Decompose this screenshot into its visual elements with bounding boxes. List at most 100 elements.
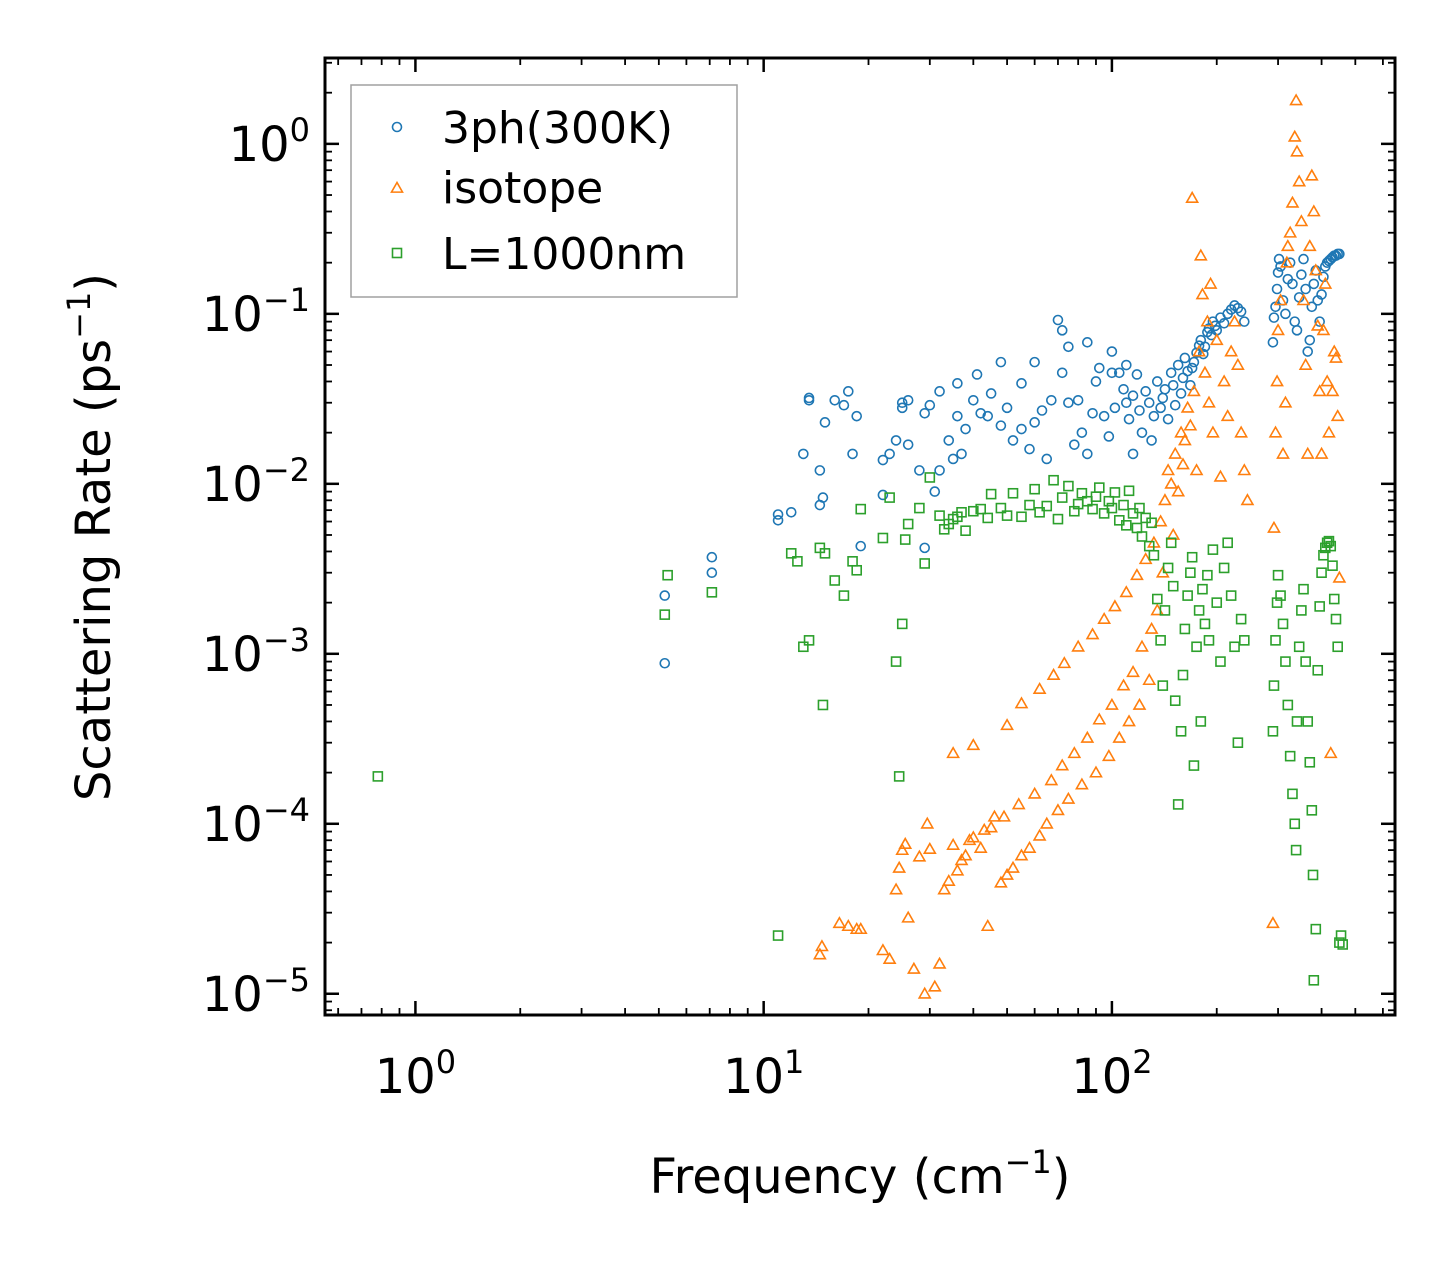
data-point: [968, 395, 979, 406]
data-point: [946, 746, 961, 759]
data-point: [960, 525, 971, 536]
data-point: [877, 454, 889, 466]
data-point: [1272, 267, 1284, 278]
data-point: [1193, 605, 1205, 616]
data-point: [1175, 388, 1187, 399]
data-point: [1179, 352, 1191, 364]
data-point: [1144, 621, 1159, 634]
data-point: [982, 512, 994, 524]
data-point: [1166, 527, 1181, 540]
data-point: [987, 809, 1002, 822]
data-point: [919, 542, 930, 554]
data-point: [785, 506, 797, 518]
data-point: [1296, 605, 1307, 616]
data-point: [1063, 397, 1074, 409]
data-point: [985, 488, 997, 500]
data-point: [1075, 777, 1089, 790]
data-point: [659, 590, 671, 601]
data-point: [1302, 716, 1314, 727]
data-point: [956, 448, 967, 460]
data-point: [1056, 367, 1068, 379]
data-point: [1291, 325, 1303, 336]
data-point: [1273, 293, 1288, 306]
data-point: [1197, 583, 1208, 595]
data-point: [902, 518, 914, 530]
data-point: [1016, 511, 1027, 523]
data-point: [1298, 583, 1309, 595]
data-point: [975, 407, 987, 419]
data-point: [1164, 476, 1179, 489]
data-point: [1188, 760, 1200, 771]
data-point: [842, 386, 854, 397]
data-point: [1000, 867, 1014, 880]
data-point: [1055, 758, 1070, 771]
data-point: [1308, 263, 1323, 276]
data-point: [1056, 325, 1068, 336]
data-point: [1108, 599, 1122, 612]
data-point: [1121, 397, 1132, 409]
data-point: [1185, 379, 1196, 391]
data-point: [975, 503, 987, 515]
data-point: [902, 439, 914, 450]
data-point: [1119, 585, 1134, 598]
data-point: [1146, 435, 1157, 446]
data-point: [1014, 696, 1029, 709]
data-point: [1304, 334, 1316, 346]
data-point: [1029, 483, 1040, 495]
data-point: [1071, 639, 1086, 652]
data-point: [1169, 695, 1181, 706]
data-point: [1217, 374, 1231, 387]
series-l-1000nm: [372, 472, 1349, 986]
data-point: [1034, 506, 1045, 518]
data-point: [896, 397, 908, 409]
data-point: [950, 863, 965, 876]
data-point: [1090, 376, 1102, 387]
data-point: [1290, 144, 1304, 157]
data-point: [1171, 484, 1186, 497]
data-point: [1304, 168, 1319, 181]
data-point: [1046, 667, 1061, 680]
data-point: [1180, 400, 1195, 413]
data-point: [1109, 402, 1121, 414]
data-point: [1057, 656, 1072, 669]
data-point: [1292, 174, 1307, 187]
data-point: [995, 356, 1007, 368]
data-point: [1306, 301, 1318, 313]
data-point: [1193, 340, 1205, 351]
data-point: [966, 830, 981, 843]
data-point: [919, 558, 930, 569]
data-point: [1076, 427, 1088, 438]
data-point: [1270, 635, 1281, 646]
y-axis-title: Scattering Rate (ps−1): [60, 273, 122, 801]
legend-marker-isotope: [390, 180, 404, 193]
data-point: [899, 534, 911, 545]
data-point: [1337, 939, 1349, 950]
data-point: [1001, 402, 1013, 414]
data-point: [1161, 463, 1175, 476]
data-point: [1132, 697, 1147, 710]
data-point: [1159, 383, 1171, 395]
data-point: [1308, 975, 1320, 986]
data-point: [1240, 493, 1255, 506]
data-point: [1206, 425, 1220, 438]
data-point: [1106, 502, 1118, 514]
data-point: [1213, 469, 1228, 482]
data-point: [1131, 369, 1143, 380]
data-point: [1203, 635, 1215, 646]
data-point: [1085, 627, 1100, 640]
data-point: [1229, 641, 1240, 653]
data-point: [941, 873, 956, 887]
data-point: [1116, 678, 1131, 691]
data-point: [907, 961, 921, 974]
data-point: [803, 635, 815, 646]
data-point: [1080, 730, 1095, 743]
data-point: [1277, 618, 1289, 630]
data-point: [1316, 289, 1327, 300]
data-point: [1191, 347, 1202, 359]
data-point: [971, 369, 983, 380]
data-point: [1320, 374, 1335, 387]
data-point: [1272, 569, 1284, 581]
data-point: [1097, 611, 1112, 625]
data-point: [890, 656, 902, 667]
data-point: [1271, 283, 1283, 295]
